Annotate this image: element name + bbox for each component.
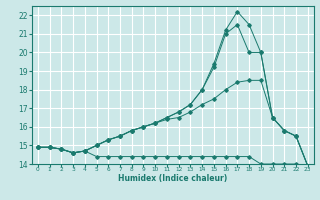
X-axis label: Humidex (Indice chaleur): Humidex (Indice chaleur) <box>118 174 228 183</box>
